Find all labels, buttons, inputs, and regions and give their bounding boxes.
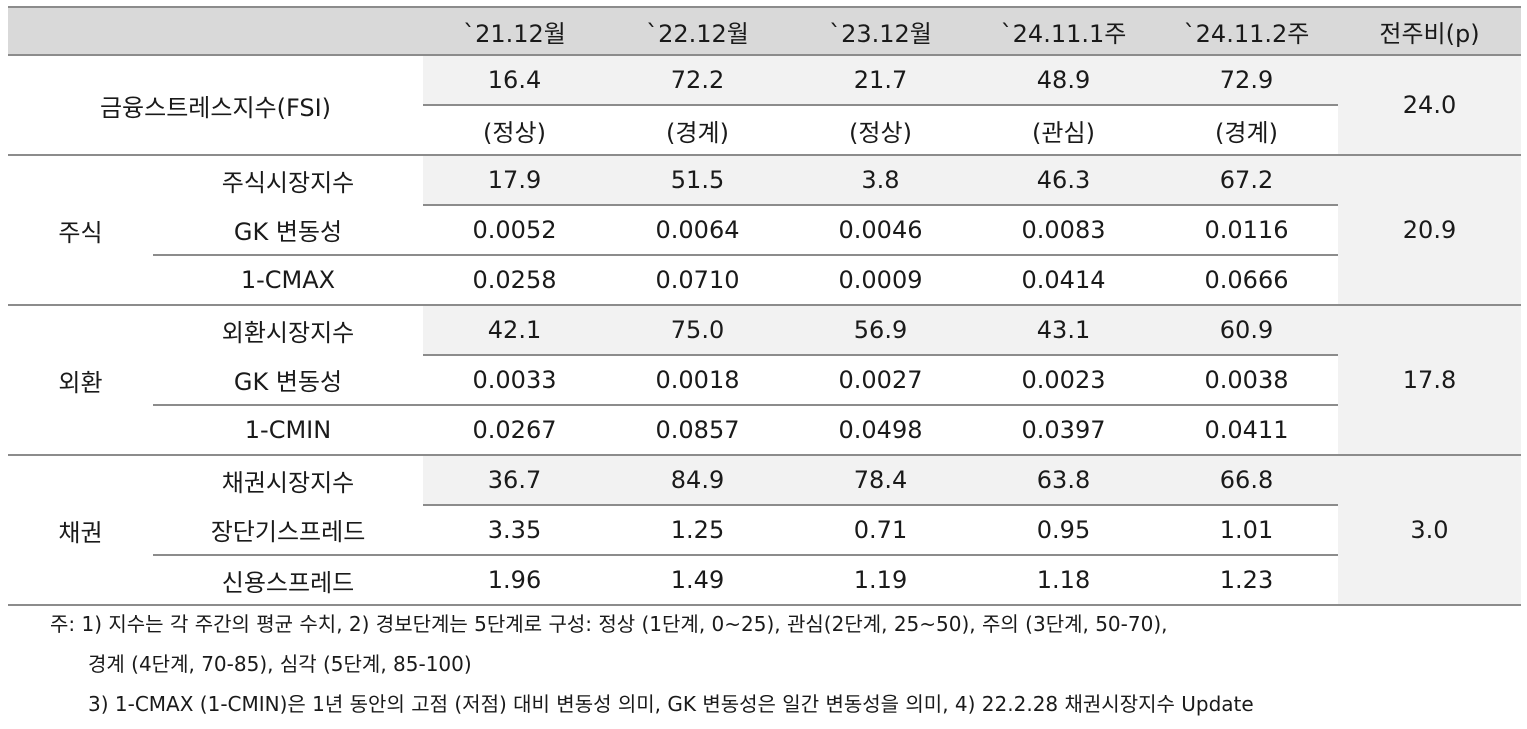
row-label: 1-CMIN [153, 405, 423, 456]
fsi-value-row: 금융스트레스지수(FSI) 16.4 72.2 21.7 48.9 72.9 2… [8, 55, 1521, 156]
cell: 0.0710 [606, 255, 789, 306]
group-label-fx: 외환 [8, 305, 153, 456]
cell: 1.19 [789, 555, 972, 606]
header-change: 전주비(p) [1338, 6, 1521, 56]
cell: 0.0033 [423, 355, 606, 406]
cell: 0.0414 [972, 255, 1155, 306]
table-row: 채권 채권시장지수 36.7 84.9 78.4 63.8 66.8 3.0 [8, 455, 1521, 606]
cell: 0.71 [789, 505, 972, 556]
cell: 0.0009 [789, 255, 972, 306]
fsi-value: 21.7 [789, 55, 972, 106]
table-row: 장단기스프레드 3.35 1.25 0.71 0.95 1.01 [8, 505, 1521, 556]
cell: 0.0666 [1155, 255, 1338, 306]
footnote-line: 주: 1) 지수는 각 주간의 평균 수치, 2) 경보단계는 5단계로 구성:… [50, 612, 1168, 636]
cell: 1.25 [606, 505, 789, 556]
fsi-label: 금융스트레스지수(FSI) [8, 55, 423, 156]
cell: 75.0 [606, 305, 789, 356]
cell: 46.3 [972, 155, 1155, 206]
cell: 0.0038 [1155, 355, 1338, 406]
fsi-value: 48.9 [972, 55, 1155, 106]
fsi-level: (정상) [423, 105, 606, 156]
cell: 0.0116 [1155, 205, 1338, 256]
cell: 1.23 [1155, 555, 1338, 606]
row-label: 채권시장지수 [221, 469, 355, 497]
row-label: 주식시장지수 [221, 169, 355, 197]
header-col-4: `24.11.1주 [972, 6, 1155, 56]
cell: 43.1 [972, 305, 1155, 356]
fsi-level: (관심) [972, 105, 1155, 156]
cell: 56.9 [789, 305, 972, 356]
table-row: 1-CMIN 0.0267 0.0857 0.0498 0.0397 0.041… [8, 405, 1521, 456]
cell: 0.0267 [423, 405, 606, 456]
group-change-stock: 20.9 [1338, 155, 1521, 306]
header-col-1: `21.12월 [423, 6, 606, 56]
cell: 3.35 [423, 505, 606, 556]
cell: 0.0857 [606, 405, 789, 456]
fsi-level: (경계) [1155, 105, 1338, 156]
cell: 0.0018 [606, 355, 789, 406]
cell: 3.8 [789, 155, 972, 206]
cell: 0.0411 [1155, 405, 1338, 456]
cell: 60.9 [1155, 305, 1338, 356]
fsi-change: 24.0 [1338, 55, 1521, 156]
footnote-line: 3) 1-CMAX (1-CMIN)은 1년 동안의 고점 (저점) 대비 변동… [88, 692, 1254, 716]
fsi-level-row: (정상) (경계) (정상) (관심) (경계) [8, 105, 1521, 156]
cell: 17.9 [423, 155, 606, 206]
fsi-value: 72.2 [606, 55, 789, 106]
group-change-fx: 17.8 [1338, 305, 1521, 456]
fsi-level: (경계) [606, 105, 789, 156]
cell: 0.0498 [789, 405, 972, 456]
fsi-table: `21.12월 `22.12월 `23.12월 `24.11.1주 `24.11… [8, 6, 1521, 606]
table-row: 신용스프레드 1.96 1.49 1.19 1.18 1.23 [8, 555, 1521, 606]
cell: 51.5 [606, 155, 789, 206]
cell: 84.9 [606, 455, 789, 506]
row-label: 1-CMAX [153, 255, 423, 306]
fsi-value: 16.4 [423, 55, 606, 106]
table-row: GK 변동성 0.0033 0.0018 0.0027 0.0023 0.003… [8, 355, 1521, 406]
row-label: 장단기스프레드 [153, 505, 423, 556]
cell: 67.2 [1155, 155, 1338, 206]
table-row: 1-CMAX 0.0258 0.0710 0.0009 0.0414 0.066… [8, 255, 1521, 306]
header-col-2: `22.12월 [606, 6, 789, 56]
cell: 1.18 [972, 555, 1155, 606]
cell: 78.4 [789, 455, 972, 506]
cell: 0.95 [972, 505, 1155, 556]
cell: 0.0027 [789, 355, 972, 406]
cell: 1.01 [1155, 505, 1338, 556]
header-row: `21.12월 `22.12월 `23.12월 `24.11.1주 `24.11… [8, 6, 1521, 56]
cell: 0.0083 [972, 205, 1155, 256]
table-row: 외환 외환시장지수 42.1 75.0 56.9 43.1 60.9 17.8 [8, 305, 1521, 456]
group-change-bond: 3.0 [1338, 455, 1521, 606]
fsi-value: 72.9 [1155, 55, 1338, 106]
footnote-line: 경계 (4단계, 70-85), 심각 (5단계, 85-100) [88, 652, 472, 676]
cell: 0.0397 [972, 405, 1155, 456]
fsi-level: (정상) [789, 105, 972, 156]
cell: 63.8 [972, 455, 1155, 506]
row-label: 외환시장지수 [221, 319, 355, 347]
header-blank [8, 6, 423, 56]
row-label: GK 변동성 [153, 355, 423, 406]
header-col-3: `23.12월 [789, 6, 972, 56]
cell: 0.0052 [423, 205, 606, 256]
cell: 0.0258 [423, 255, 606, 306]
group-label-stock: 주식 [8, 155, 153, 306]
table-row: GK 변동성 0.0052 0.0064 0.0046 0.0083 0.011… [8, 205, 1521, 256]
row-label: GK 변동성 [153, 205, 423, 256]
row-label: 신용스프레드 [153, 555, 423, 606]
footnotes: 주: 1) 지수는 각 주간의 평균 수치, 2) 경보단계는 5단계로 구성:… [50, 604, 1510, 724]
cell: 0.0046 [789, 205, 972, 256]
cell: 66.8 [1155, 455, 1338, 506]
cell: 1.49 [606, 555, 789, 606]
table-row: 주식 주식시장지수 17.9 51.5 3.8 46.3 67.2 20.9 [8, 155, 1521, 306]
cell: 36.7 [423, 455, 606, 506]
cell: 0.0023 [972, 355, 1155, 406]
header-col-5: `24.11.2주 [1155, 6, 1338, 56]
cell: 0.0064 [606, 205, 789, 256]
cell: 42.1 [423, 305, 606, 356]
cell: 1.96 [423, 555, 606, 606]
group-label-bond: 채권 [8, 455, 153, 606]
